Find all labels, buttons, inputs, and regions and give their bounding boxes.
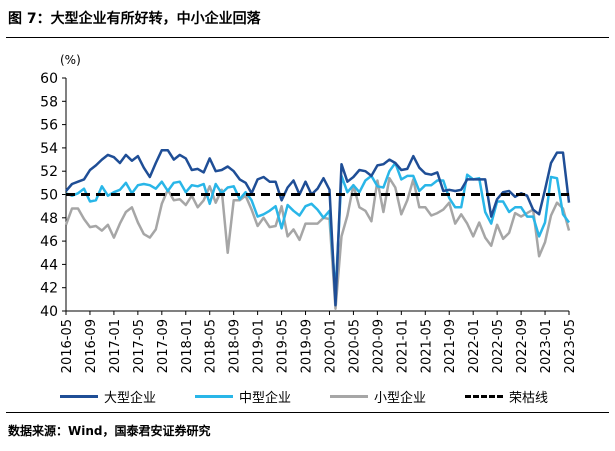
title-divider bbox=[6, 37, 609, 38]
x-tick-label: 2018-09 bbox=[228, 319, 243, 373]
legend-swatch bbox=[60, 395, 98, 398]
legend-label: 中型企业 bbox=[239, 391, 292, 406]
y-tick-label: 48 bbox=[40, 211, 58, 227]
series-layer bbox=[64, 148, 571, 310]
series-line-2 bbox=[64, 176, 571, 310]
y-tick-label: 50 bbox=[40, 188, 58, 204]
y-tick-label: 42 bbox=[40, 281, 58, 297]
x-tick-label: 2020-01 bbox=[323, 319, 338, 373]
x-tick-label: 2022-09 bbox=[515, 319, 530, 373]
x-tick-label: 2021-09 bbox=[443, 319, 458, 373]
y-tick-label: 46 bbox=[40, 234, 58, 250]
x-tick-label: 2018-01 bbox=[180, 319, 195, 373]
y-axis: 40 42 44 46 48 50 52 54 56 58 60 bbox=[40, 71, 67, 320]
legend-label: 大型企业 bbox=[104, 391, 157, 406]
legend-label: 荣枯线 bbox=[509, 391, 549, 406]
x-tick-label: 2017-09 bbox=[156, 319, 171, 373]
series-line-0 bbox=[65, 148, 571, 307]
source-note: 数据来源：Wind，国泰君安证券研究 bbox=[8, 424, 211, 438]
x-tick-label: 2021-01 bbox=[395, 319, 410, 373]
x-tick-label: 2017-01 bbox=[108, 319, 123, 373]
y-unit-label: (%) bbox=[60, 53, 81, 67]
y-tick-label: 58 bbox=[40, 94, 58, 110]
x-tick-label: 2022-05 bbox=[491, 319, 506, 373]
x-tick-label: 2020-05 bbox=[347, 319, 362, 373]
x-tick-label: 2023-01 bbox=[539, 319, 554, 373]
legend: 大型企业 中型企业 小型企业 荣枯线 bbox=[0, 382, 615, 408]
x-axis: 2016-05 2016-09 2017-01 2017-05 2017-09 2018-… bbox=[60, 310, 578, 373]
y-tick-label: 60 bbox=[40, 71, 58, 87]
x-tick-label: 2021-05 bbox=[419, 319, 434, 373]
x-tick-label: 2017-05 bbox=[132, 319, 147, 373]
footer-divider bbox=[6, 412, 609, 413]
legend-label: 小型企业 bbox=[374, 391, 427, 406]
x-tick-label: 2019-01 bbox=[252, 319, 267, 373]
legend-swatch bbox=[195, 395, 233, 398]
y-tick-label: 44 bbox=[40, 257, 58, 273]
legend-swatch bbox=[465, 395, 503, 398]
x-tick-label: 2020-09 bbox=[371, 319, 386, 373]
y-tick-label: 54 bbox=[40, 141, 58, 157]
series-line-1 bbox=[65, 161, 571, 295]
x-tick-label: 2016-09 bbox=[84, 319, 99, 373]
x-tick-label: 2019-09 bbox=[300, 319, 315, 373]
x-tick-label: 2019-05 bbox=[276, 319, 291, 373]
x-tick-label: 2016-05 bbox=[60, 319, 75, 373]
x-tick-label: 2018-05 bbox=[204, 319, 219, 373]
y-tick-label: 56 bbox=[40, 118, 58, 134]
x-tick-label: 2022-01 bbox=[467, 319, 482, 373]
figure-title: 图 7：大型企业有所好转，中小企业回落 bbox=[8, 11, 261, 27]
x-tick-label: 2023-05 bbox=[563, 319, 578, 373]
y-tick-label: 52 bbox=[40, 164, 58, 180]
y-tick-label: 40 bbox=[40, 304, 58, 320]
legend-swatch bbox=[330, 395, 368, 398]
